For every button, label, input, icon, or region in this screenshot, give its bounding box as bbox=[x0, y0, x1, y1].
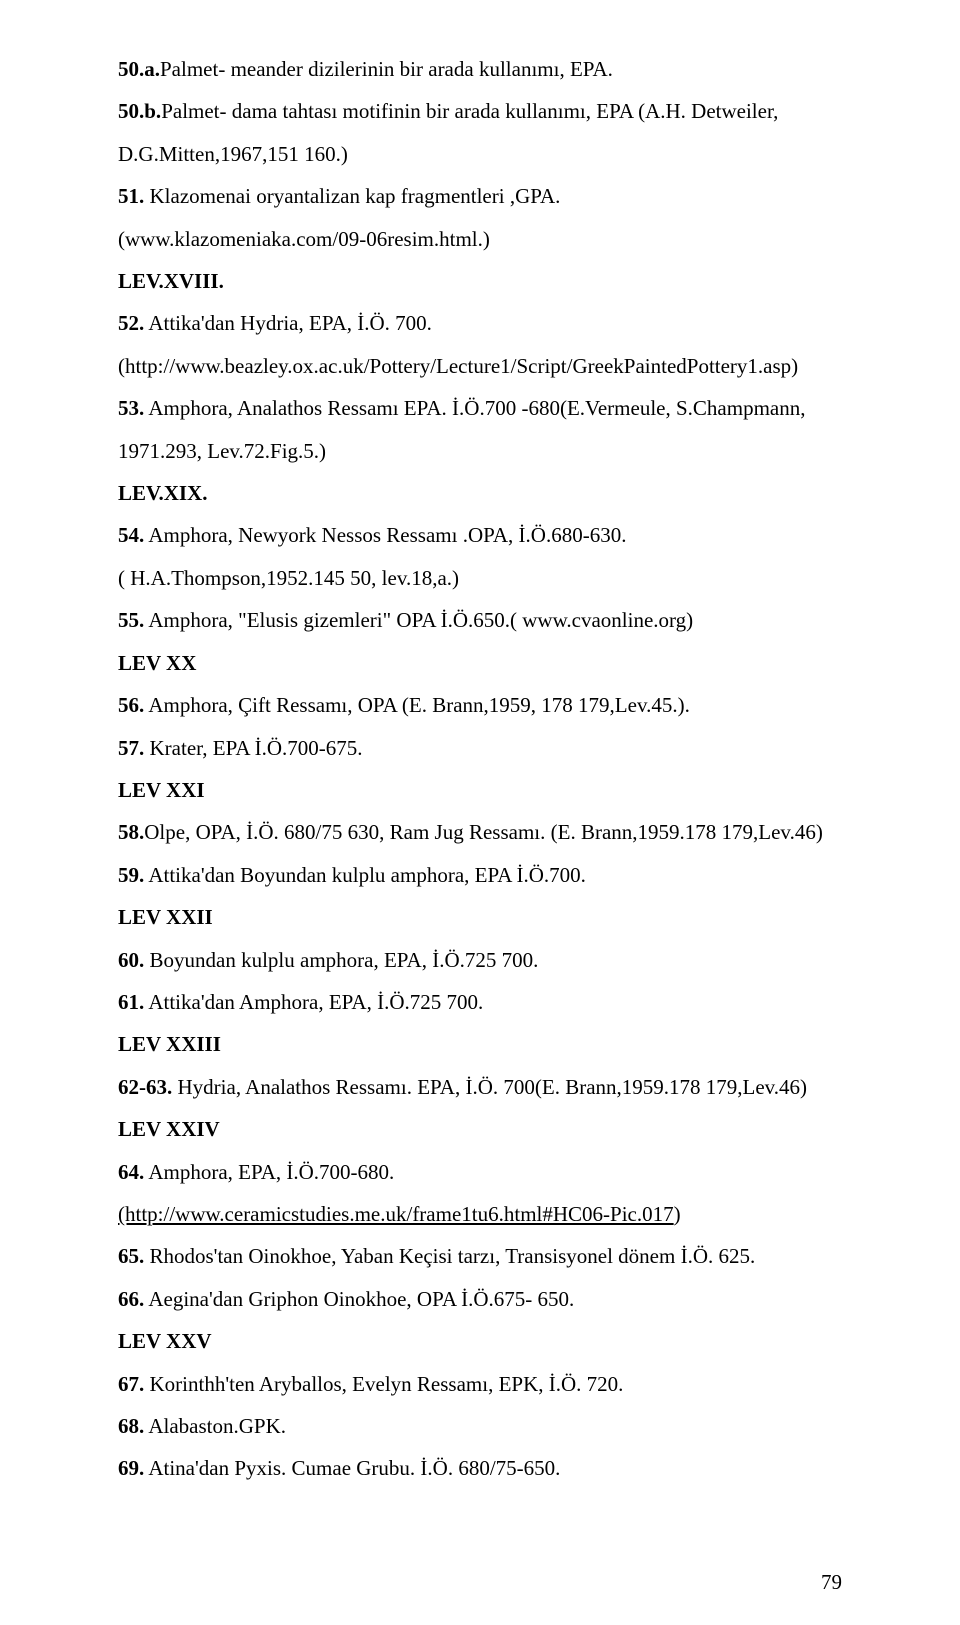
text-line: LEV.XVIII. bbox=[118, 260, 842, 302]
text-run: Olpe, OPA, İ.Ö. 680/75 630, Ram Jug Ress… bbox=[144, 820, 823, 844]
text-line: 65. Rhodos'tan Oinokhoe, Yaban Keçisi ta… bbox=[118, 1235, 842, 1277]
text-line: 59. Attika'dan Boyundan kulplu amphora, … bbox=[118, 854, 842, 896]
text-run: 1971.293, Lev.72.Fig.5.) bbox=[118, 439, 326, 463]
text-run: 69. bbox=[118, 1456, 144, 1480]
text-line: 69. Atina'dan Pyxis. Cumae Grubu. İ.Ö. 6… bbox=[118, 1447, 842, 1489]
text-run: 66. bbox=[118, 1287, 144, 1311]
text-run: Alabaston.GPK. bbox=[144, 1414, 286, 1438]
text-line: D.G.Mitten,1967,151 160.) bbox=[118, 133, 842, 175]
page-number: 79 bbox=[821, 1570, 842, 1595]
text-line: LEV XXV bbox=[118, 1320, 842, 1362]
text-run: 59. bbox=[118, 863, 144, 887]
text-run: 60. bbox=[118, 948, 144, 972]
text-run: 54. bbox=[118, 523, 144, 547]
text-line: ( H.A.Thompson,1952.145 50, lev.18,a.) bbox=[118, 557, 842, 599]
text-line: 55. Amphora, "Elusis gizemleri" OPA İ.Ö.… bbox=[118, 599, 842, 641]
text-run: Klazomenai oryantalizan kap fragmentleri… bbox=[144, 184, 560, 208]
text-run: LEV XX bbox=[118, 651, 196, 675]
text-run: 65. bbox=[118, 1244, 144, 1268]
text-run: 68. bbox=[118, 1414, 144, 1438]
text-run: 53. bbox=[118, 396, 144, 420]
text-run: Palmet- meander dizilerinin bir arada ku… bbox=[160, 57, 613, 81]
text-run: Boyundan kulplu amphora, EPA, İ.Ö.725 70… bbox=[144, 948, 538, 972]
text-line: 53. Amphora, Analathos Ressamı EPA. İ.Ö.… bbox=[118, 387, 842, 429]
text-run: (http://www.ceramicstudies.me.uk/frame1t… bbox=[118, 1202, 674, 1226]
text-line: 62-63. Hydria, Analathos Ressamı. EPA, İ… bbox=[118, 1066, 842, 1108]
text-line: 51. Klazomenai oryantalizan kap fragment… bbox=[118, 175, 842, 217]
text-run: LEV.XIX. bbox=[118, 481, 207, 505]
text-run: 62-63. bbox=[118, 1075, 172, 1099]
text-run: 56. bbox=[118, 693, 144, 717]
text-run: 57. bbox=[118, 736, 144, 760]
page-body: 50.a.Palmet- meander dizilerinin bir ara… bbox=[118, 48, 842, 1490]
text-run: 61. bbox=[118, 990, 144, 1014]
text-line: 52. Attika'dan Hydria, EPA, İ.Ö. 700. bbox=[118, 302, 842, 344]
text-line: 57. Krater, EPA İ.Ö.700-675. bbox=[118, 727, 842, 769]
text-line: 1971.293, Lev.72.Fig.5.) bbox=[118, 430, 842, 472]
text-run: 67. bbox=[118, 1372, 144, 1396]
text-run: Korinthh'ten Aryballos, Evelyn Ressamı, … bbox=[144, 1372, 623, 1396]
text-run: Amphora, Çift Ressamı, OPA (E. Brann,195… bbox=[144, 693, 690, 717]
text-run: Amphora, Newyork Nessos Ressamı .OPA, İ.… bbox=[144, 523, 626, 547]
text-line: LEV.XIX. bbox=[118, 472, 842, 514]
text-run: 51. bbox=[118, 184, 144, 208]
text-run: 55. bbox=[118, 608, 144, 632]
text-line: (http://www.beazley.ox.ac.uk/Pottery/Lec… bbox=[118, 345, 842, 387]
text-run: 58. bbox=[118, 820, 144, 844]
text-run: 50.a. bbox=[118, 57, 160, 81]
text-line: 61. Attika'dan Amphora, EPA, İ.Ö.725 700… bbox=[118, 981, 842, 1023]
text-run: LEV XXI bbox=[118, 778, 205, 802]
text-line: LEV XXI bbox=[118, 769, 842, 811]
text-run: 50.b. bbox=[118, 99, 161, 123]
text-line: 64. Amphora, EPA, İ.Ö.700-680. bbox=[118, 1151, 842, 1193]
text-run: 64. bbox=[118, 1160, 144, 1184]
text-run: Aegina'dan Griphon Oinokhoe, OPA İ.Ö.675… bbox=[144, 1287, 574, 1311]
text-run: ) bbox=[674, 1202, 681, 1226]
text-line: 60. Boyundan kulplu amphora, EPA, İ.Ö.72… bbox=[118, 939, 842, 981]
text-line: 66. Aegina'dan Griphon Oinokhoe, OPA İ.Ö… bbox=[118, 1278, 842, 1320]
text-line: 68. Alabaston.GPK. bbox=[118, 1405, 842, 1447]
text-line: 50.a.Palmet- meander dizilerinin bir ara… bbox=[118, 48, 842, 90]
text-run: (http://www.beazley.ox.ac.uk/Pottery/Lec… bbox=[118, 354, 798, 378]
text-run: (www.klazomeniaka.com/09-06resim.html.) bbox=[118, 227, 490, 251]
text-run: LEV XXIV bbox=[118, 1117, 220, 1141]
text-run: Atina'dan Pyxis. Cumae Grubu. İ.Ö. 680/7… bbox=[144, 1456, 560, 1480]
text-line: 50.b.Palmet- dama tahtası motifinin bir … bbox=[118, 90, 842, 132]
text-run: 52. bbox=[118, 311, 144, 335]
text-run: LEV XXII bbox=[118, 905, 213, 929]
text-run: LEV XXV bbox=[118, 1329, 212, 1353]
text-line: LEV XXIV bbox=[118, 1108, 842, 1150]
text-run: Amphora, Analathos Ressamı EPA. İ.Ö.700 … bbox=[144, 396, 805, 420]
text-line: (www.klazomeniaka.com/09-06resim.html.) bbox=[118, 218, 842, 260]
text-run: Amphora, EPA, İ.Ö.700-680. bbox=[144, 1160, 394, 1184]
text-run: Attika'dan Amphora, EPA, İ.Ö.725 700. bbox=[144, 990, 483, 1014]
text-line: 67. Korinthh'ten Aryballos, Evelyn Ressa… bbox=[118, 1363, 842, 1405]
text-run: LEV.XVIII. bbox=[118, 269, 224, 293]
text-run: Krater, EPA İ.Ö.700-675. bbox=[144, 736, 362, 760]
text-run: Palmet- dama tahtası motifinin bir arada… bbox=[161, 99, 778, 123]
text-run: Amphora, "Elusis gizemleri" OPA İ.Ö.650.… bbox=[144, 608, 693, 632]
text-run: Attika'dan Hydria, EPA, İ.Ö. 700. bbox=[144, 311, 432, 335]
text-run: Hydria, Analathos Ressamı. EPA, İ.Ö. 700… bbox=[172, 1075, 807, 1099]
text-line: LEV XXII bbox=[118, 896, 842, 938]
text-line: LEV XX bbox=[118, 642, 842, 684]
text-run: LEV XXIII bbox=[118, 1032, 221, 1056]
text-line: 56. Amphora, Çift Ressamı, OPA (E. Brann… bbox=[118, 684, 842, 726]
text-line: (http://www.ceramicstudies.me.uk/frame1t… bbox=[118, 1193, 842, 1235]
text-run: Attika'dan Boyundan kulplu amphora, EPA … bbox=[144, 863, 586, 887]
text-run: D.G.Mitten,1967,151 160.) bbox=[118, 142, 348, 166]
text-line: 58.Olpe, OPA, İ.Ö. 680/75 630, Ram Jug R… bbox=[118, 811, 842, 853]
text-line: 54. Amphora, Newyork Nessos Ressamı .OPA… bbox=[118, 514, 842, 556]
text-run: Rhodos'tan Oinokhoe, Yaban Keçisi tarzı,… bbox=[144, 1244, 755, 1268]
text-run: ( H.A.Thompson,1952.145 50, lev.18,a.) bbox=[118, 566, 459, 590]
text-line: LEV XXIII bbox=[118, 1023, 842, 1065]
